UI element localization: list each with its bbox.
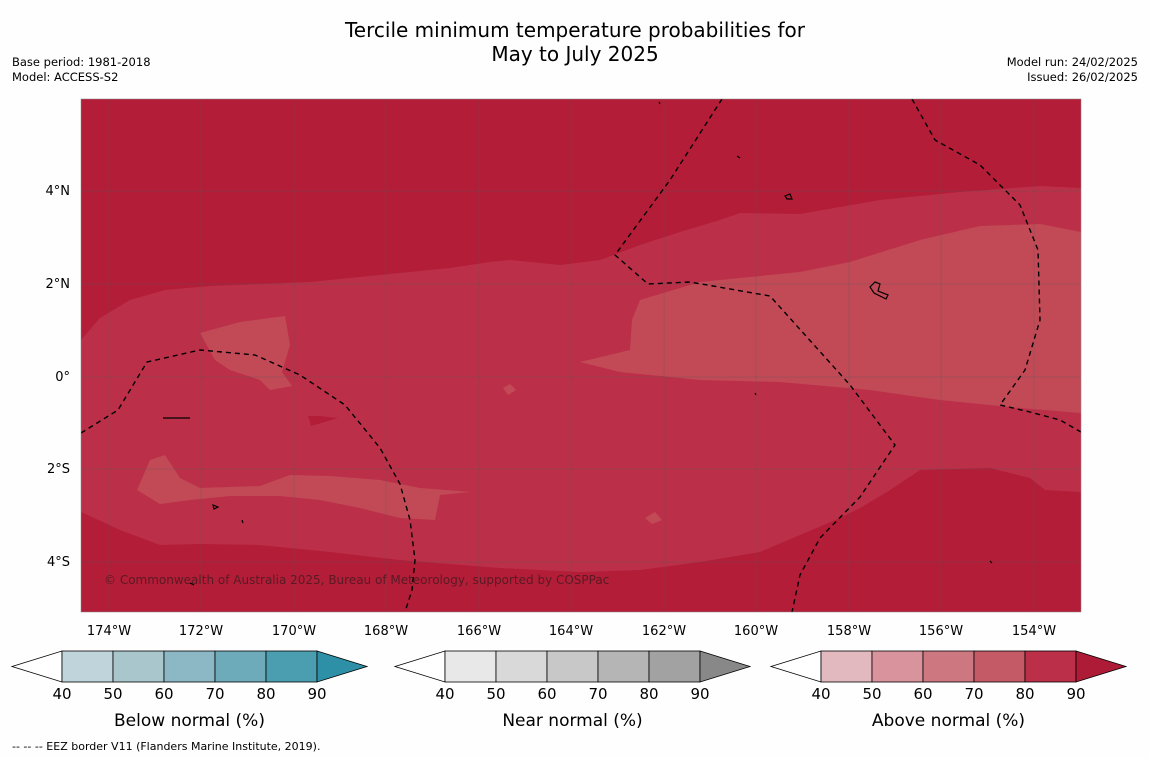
colorbar-title: Near normal (%) [502, 711, 642, 731]
lon-label-156w: 156°W [919, 624, 963, 639]
lon-label-166w: 166°W [457, 624, 501, 639]
colorbar-segment [597, 650, 650, 683]
colorbar-low-extend [393, 650, 446, 683]
island-outline [189, 582, 195, 586]
colorbar-tick-label: 90 [307, 685, 326, 703]
colorbar-tick-label: 60 [913, 685, 932, 703]
colorbar-tick-label: 50 [486, 685, 505, 703]
colorbar-low-extend [769, 650, 822, 683]
lon-label-160w: 160°W [734, 624, 778, 639]
colorbar-tick-label: 50 [862, 685, 881, 703]
eez-legend-note: -- -- -- EEZ border V11 (Flanders Marine… [12, 740, 321, 753]
colorbar-segment [922, 650, 975, 683]
island-outline [869, 281, 889, 300]
colorbar-tick-label: 90 [690, 685, 709, 703]
colorbar-high-extend [699, 650, 752, 683]
lon-label-164w: 164°W [549, 624, 593, 639]
colorbar-tick-label: 50 [103, 685, 122, 703]
colorbar-segment [444, 650, 497, 683]
lon-labels: 174°W 172°W 170°W 168°W 166°W 164°W 162°… [87, 624, 1056, 639]
island-outline [989, 560, 993, 564]
lat-label-0: 0° [55, 370, 70, 385]
eez-border-line [81, 349, 416, 612]
probability-band-70 [1025, 286, 1063, 310]
lat-label-2s: 2°S [47, 462, 70, 477]
islands [163, 101, 993, 586]
colorbar-tick-label: 80 [256, 685, 275, 703]
probability-band-90 [308, 416, 338, 426]
colorbar-segment [265, 650, 318, 683]
colorbar-tick-label: 70 [964, 685, 983, 703]
colorbar-near-normal: 40 50 60 70 80 90 Near normal (%) [393, 650, 752, 731]
probability-band-70 [137, 455, 470, 520]
lon-label-174w: 174°W [87, 624, 131, 639]
colorbar-segment [546, 650, 599, 683]
colorbar-low-extend [10, 650, 63, 683]
colorbar-segment [820, 650, 873, 683]
island-outline [736, 155, 741, 159]
colorbar-tick-label: 40 [52, 685, 71, 703]
eez-border-line [614, 99, 896, 612]
lon-label-158w: 158°W [827, 624, 871, 639]
map-frame [80, 98, 1082, 613]
lat-label-2n: 2°N [46, 277, 71, 292]
colorbar-above-normal: 40 50 60 70 80 90 Above normal (%) [769, 650, 1128, 731]
title-line-1: Tercile minimum temperature probabilitie… [344, 18, 806, 42]
colorbar-tick-label: 40 [435, 685, 454, 703]
colorbar-segment [973, 650, 1026, 683]
colorbar-tick-label: 60 [154, 685, 173, 703]
model-text: Model: ACCESS-S2 [12, 70, 119, 84]
colorbar-segment [61, 650, 114, 683]
colorbar-high-extend [316, 650, 369, 683]
colorbar-high-extend [1075, 650, 1128, 683]
map-panel: © Commonwealth of Australia 2025, Bureau… [81, 99, 1081, 612]
meta-left: Base period: 1981-2018 Model: ACCESS-S2 [12, 55, 151, 85]
colorbar-tick-label: 40 [811, 685, 830, 703]
eez-borders [81, 99, 1081, 612]
lon-label-162w: 162°W [642, 624, 686, 639]
issued-text: Issued: 26/02/2025 [1027, 70, 1138, 84]
meta-right: Model run: 24/02/2025 Issued: 26/02/2025 [1007, 55, 1138, 85]
lon-label-168w: 168°W [364, 624, 408, 639]
island-outline [241, 519, 244, 524]
lat-label-4s: 4°S [47, 555, 70, 570]
colorbar-tick-label: 80 [1015, 685, 1034, 703]
colorbar-title: Below normal (%) [114, 711, 265, 731]
colorbar-segment [648, 650, 701, 683]
colorbar-tick-label: 80 [639, 685, 658, 703]
lon-label-154w: 154°W [1012, 624, 1056, 639]
island-outline [212, 504, 220, 510]
colorbar-tick-label: 70 [205, 685, 224, 703]
colorbar-segment [495, 650, 548, 683]
colorbar-segment [871, 650, 924, 683]
probability-band-70 [503, 384, 516, 395]
base-period-text: Base period: 1981-2018 [12, 55, 151, 69]
colorbar-segment [163, 650, 216, 683]
lon-label-172w: 172°W [179, 624, 223, 639]
copyright-note: © Commonwealth of Australia 2025, Bureau… [104, 573, 609, 587]
lon-label-170w: 170°W [272, 624, 316, 639]
model-run-text: Model run: 24/02/2025 [1006, 55, 1138, 69]
colorbar-tick-label: 90 [1066, 685, 1085, 703]
probability-band-70 [580, 224, 1081, 413]
title-line-2: May to July 2025 [491, 42, 659, 66]
chart-title: Tercile minimum temperature probabilitie… [0, 18, 1150, 66]
eez-border-line [911, 99, 1081, 433]
colorbar-segment [214, 650, 267, 683]
island-outline [754, 392, 757, 396]
island-outline [784, 193, 793, 200]
colorbar-segment [1024, 650, 1077, 683]
colorbar-title: Above normal (%) [872, 711, 1025, 731]
map-grid [81, 99, 1081, 612]
colorbar-tick-label: 60 [537, 685, 556, 703]
colorbar-segment [112, 650, 165, 683]
probability-band-70 [200, 316, 292, 390]
island-outline [658, 101, 661, 105]
lat-label-4n: 4°N [46, 184, 71, 199]
probability-band-70 [645, 512, 662, 524]
colorbar-below-normal: 40 50 60 70 80 90 Below normal (%) [10, 650, 369, 731]
colorbar-tick-label: 70 [588, 685, 607, 703]
